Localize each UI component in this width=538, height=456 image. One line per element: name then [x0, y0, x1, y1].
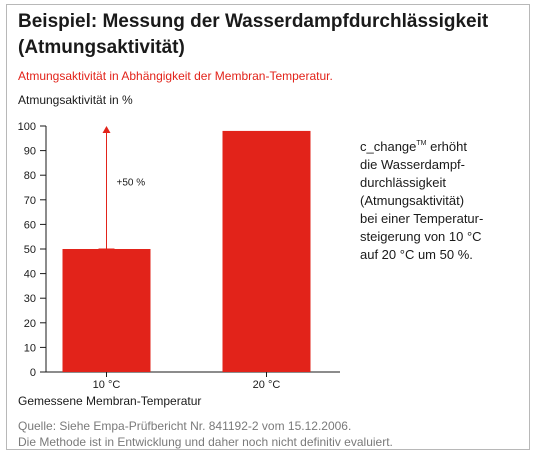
- y-tick-label: 60: [24, 219, 36, 231]
- page-title: Beispiel: Messung der Wasserdampfdurchlä…: [18, 9, 518, 61]
- trademark-symbol: TM: [416, 140, 427, 147]
- title-line-1: Beispiel: Messung der Wasserdampfdurchlä…: [18, 11, 489, 32]
- source-line-2: Die Methode ist in Entwicklung und daher…: [18, 435, 393, 449]
- y-tick-label: 30: [24, 293, 36, 305]
- chart-subtitle: Atmungsaktivität in Abhängigkeit der Mem…: [18, 69, 333, 83]
- note-line: durchlässigkeit: [360, 175, 446, 190]
- y-tick-label: 70: [24, 195, 36, 207]
- chart-bars: [62, 130, 311, 372]
- note-line: bei einer Temperatur-: [360, 211, 484, 226]
- annotation-arrow-head: [102, 126, 111, 133]
- y-tick-label: 50: [24, 244, 36, 256]
- x-tick-label: 20 °C: [253, 379, 281, 391]
- note-line-1-rest: erhöht: [426, 139, 467, 154]
- note-line: die Wasserdampf-: [360, 157, 465, 172]
- note-line-1: c_changeTM erhöht: [360, 135, 530, 156]
- source-note: Quelle: Siehe Empa-Prüfbericht Nr. 84119…: [18, 418, 393, 450]
- y-tick-label: 90: [24, 146, 36, 158]
- chart-annotations: +50 %: [98, 126, 146, 250]
- x-axis-label: Gemessene Membran-Temperatur: [18, 394, 202, 408]
- y-tick-label: 0: [30, 367, 36, 379]
- side-note: c_changeTM erhöht die Wasserdampf- durch…: [360, 135, 530, 264]
- y-tick-label: 10: [24, 342, 36, 354]
- x-tick-label: 10 °C: [93, 379, 121, 391]
- y-tick-label: 80: [24, 170, 36, 182]
- bar: [62, 249, 151, 372]
- title-line-2: (Atmungsaktivität): [18, 37, 185, 58]
- figure-frame: [6, 4, 530, 450]
- y-tick-label: 100: [18, 121, 36, 133]
- y-tick-label: 20: [24, 318, 36, 330]
- note-line: steigerung von 10 °C: [360, 229, 482, 244]
- note-product-name: c_change: [360, 139, 417, 154]
- y-tick-label: 40: [24, 269, 36, 281]
- y-axis-label: Atmungsaktivität in %: [18, 93, 133, 107]
- note-line: auf 20 °C um 50 %.: [360, 247, 473, 262]
- note-line: (Atmungsaktivität): [360, 193, 465, 208]
- annotation-label: +50 %: [117, 178, 146, 189]
- source-line-1: Quelle: Siehe Empa-Prüfbericht Nr. 84119…: [18, 419, 352, 433]
- chart-axes: 0 10 20 30 40 50 60 70 80 90 100 10 °C 20 °C: [18, 121, 340, 391]
- bar: [222, 130, 311, 372]
